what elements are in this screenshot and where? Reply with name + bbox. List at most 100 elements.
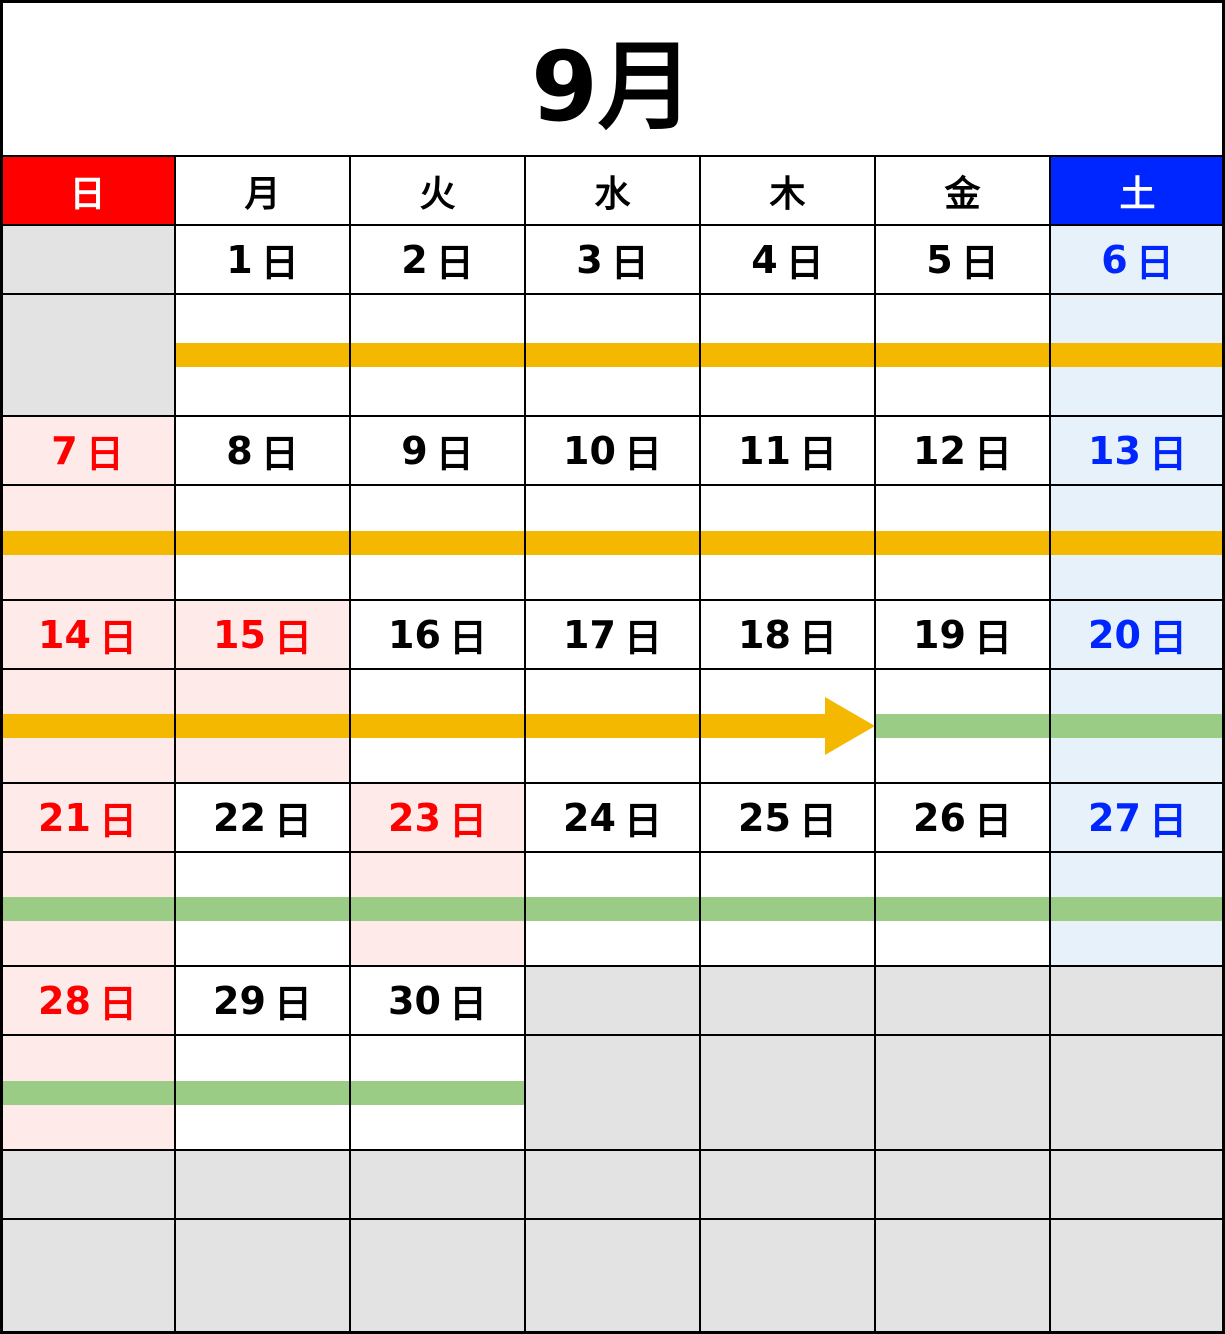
day-cell-19[interactable]: 19 日 (875, 600, 1050, 669)
day-suffix: 日 (960, 241, 999, 285)
weekday-header: 月 (175, 156, 350, 225)
day-number: 20 (1088, 612, 1141, 657)
day-cell-21[interactable]: 21 日 (0, 783, 175, 852)
day-number: 23 (388, 795, 441, 840)
day-suffix: 日 (785, 241, 824, 285)
grid-line (0, 782, 1225, 784)
day-suffix: 日 (448, 799, 487, 843)
day-number: 14 (38, 612, 91, 657)
day-cell-27[interactable]: 27 日 (1050, 783, 1225, 852)
weekday-header: 土 (1050, 156, 1225, 225)
day-number: 10 (563, 428, 616, 473)
day-number: 8 (226, 428, 253, 473)
day-number: 7 (51, 428, 78, 473)
day-suffix: 日 (98, 616, 137, 660)
grid-line (0, 1218, 1225, 1220)
empty-cell (700, 966, 875, 1035)
day-suffix: 日 (273, 799, 312, 843)
day-suffix: 日 (98, 799, 137, 843)
day-cell-25[interactable]: 25 日 (700, 783, 875, 852)
day-suffix: 日 (610, 241, 649, 285)
day-number: 22 (213, 795, 266, 840)
schedule-bar (0, 1080, 525, 1105)
day-cell-26[interactable]: 26 日 (875, 783, 1050, 852)
day-cell-20[interactable]: 20 日 (1050, 600, 1225, 669)
day-cell-18[interactable]: 18 日 (700, 600, 875, 669)
month-title: 9月 (531, 30, 694, 143)
day-number: 2 (401, 237, 428, 282)
day-suffix: 日 (1148, 799, 1187, 843)
day-cell-23[interactable]: 23 日 (350, 783, 525, 852)
day-suffix: 日 (1135, 241, 1174, 285)
empty-cell (350, 1150, 525, 1219)
day-cell-22[interactable]: 22 日 (175, 783, 350, 852)
day-body (700, 1219, 875, 1334)
day-cell-29[interactable]: 29 日 (175, 966, 350, 1035)
day-cell-10[interactable]: 10 日 (525, 416, 700, 485)
day-number: 17 (563, 612, 616, 657)
day-number: 27 (1088, 795, 1141, 840)
day-cell-30[interactable]: 30 日 (350, 966, 525, 1035)
day-suffix: 日 (260, 241, 299, 285)
day-number: 12 (913, 428, 966, 473)
day-cell-16[interactable]: 16 日 (350, 600, 525, 669)
day-suffix: 日 (260, 432, 299, 476)
empty-cell (1050, 1150, 1225, 1219)
day-body (525, 1035, 700, 1150)
day-cell-12[interactable]: 12 日 (875, 416, 1050, 485)
day-suffix: 日 (98, 982, 137, 1026)
grid-line (0, 668, 1225, 670)
grid-line (0, 484, 1225, 486)
day-number: 26 (913, 795, 966, 840)
day-body (525, 1219, 700, 1334)
day-cell-11[interactable]: 11 日 (700, 416, 875, 485)
grid-line (0, 1034, 1225, 1036)
grid-line (0, 224, 1225, 226)
day-suffix: 日 (1148, 432, 1187, 476)
weekday-header: 木 (700, 156, 875, 225)
grid-line (0, 851, 1225, 853)
day-body (1050, 1035, 1225, 1150)
day-suffix: 日 (623, 616, 662, 660)
day-suffix: 日 (973, 432, 1012, 476)
schedule-bar (0, 714, 825, 738)
day-body (0, 294, 175, 416)
day-suffix: 日 (798, 616, 837, 660)
day-number: 3 (576, 237, 603, 282)
day-number: 24 (563, 795, 616, 840)
day-suffix: 日 (273, 616, 312, 660)
day-number: 28 (38, 978, 91, 1023)
day-cell-15[interactable]: 15 日 (175, 600, 350, 669)
day-suffix: 日 (973, 799, 1012, 843)
day-number: 13 (1088, 428, 1141, 473)
day-cell-13[interactable]: 13 日 (1050, 416, 1225, 485)
day-cell-14[interactable]: 14 日 (0, 600, 175, 669)
day-body (0, 1219, 175, 1334)
day-number: 6 (1101, 237, 1128, 282)
day-number: 9 (401, 428, 428, 473)
day-body (700, 1035, 875, 1150)
grid-line (524, 156, 526, 1334)
day-body (875, 1219, 1050, 1334)
day-suffix: 日 (435, 432, 474, 476)
day-number: 30 (388, 978, 441, 1023)
day-cell-17[interactable]: 17 日 (525, 600, 700, 669)
empty-cell (0, 1150, 175, 1219)
weekday-header: 日 (0, 156, 175, 225)
day-suffix: 日 (623, 799, 662, 843)
day-cell-24[interactable]: 24 日 (525, 783, 700, 852)
arrow-head-icon (825, 697, 875, 755)
grid-line (1049, 156, 1051, 1334)
empty-cell (525, 966, 700, 1035)
day-cell-28[interactable]: 28 日 (0, 966, 175, 1035)
